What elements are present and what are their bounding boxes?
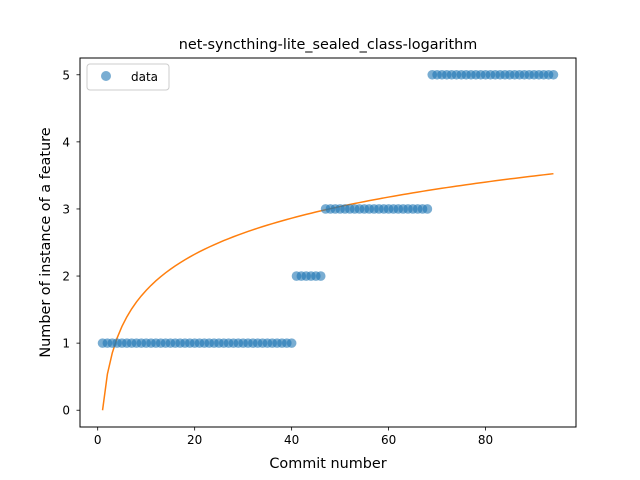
plot-area-frame	[79, 57, 577, 428]
x-axis-ticks: 0 20 40 60 80	[94, 427, 493, 447]
data-points-layer	[97, 69, 559, 348]
data-point	[422, 204, 433, 214]
legend: data	[86, 63, 170, 91]
legend-box	[86, 63, 170, 91]
legend-label-data: data	[131, 70, 158, 84]
y-tick-label: 2	[62, 270, 70, 284]
x-tick-label: 40	[284, 433, 299, 447]
legend-marker-data	[101, 71, 111, 81]
y-tick-label: 1	[62, 337, 70, 351]
y-axis-label: Number of instance of a feature	[38, 127, 54, 357]
y-axis-ticks: 0 1 2 3 4 5	[62, 68, 80, 418]
x-axis-label: Commit number	[269, 456, 386, 472]
y-tick-label: 4	[62, 135, 70, 149]
x-tick-label: 80	[478, 433, 493, 447]
x-tick-label: 20	[187, 433, 202, 447]
y-tick-label: 5	[62, 68, 70, 82]
y-tick-label: 0	[62, 404, 70, 418]
chart-title: net-syncthing-lite_sealed_class-logarith…	[179, 37, 477, 53]
data-point	[548, 69, 559, 80]
y-tick-label: 3	[62, 202, 70, 216]
data-point	[286, 338, 297, 348]
x-tick-label: 60	[381, 433, 396, 447]
x-tick-label: 0	[94, 433, 102, 447]
data-point	[315, 271, 326, 281]
